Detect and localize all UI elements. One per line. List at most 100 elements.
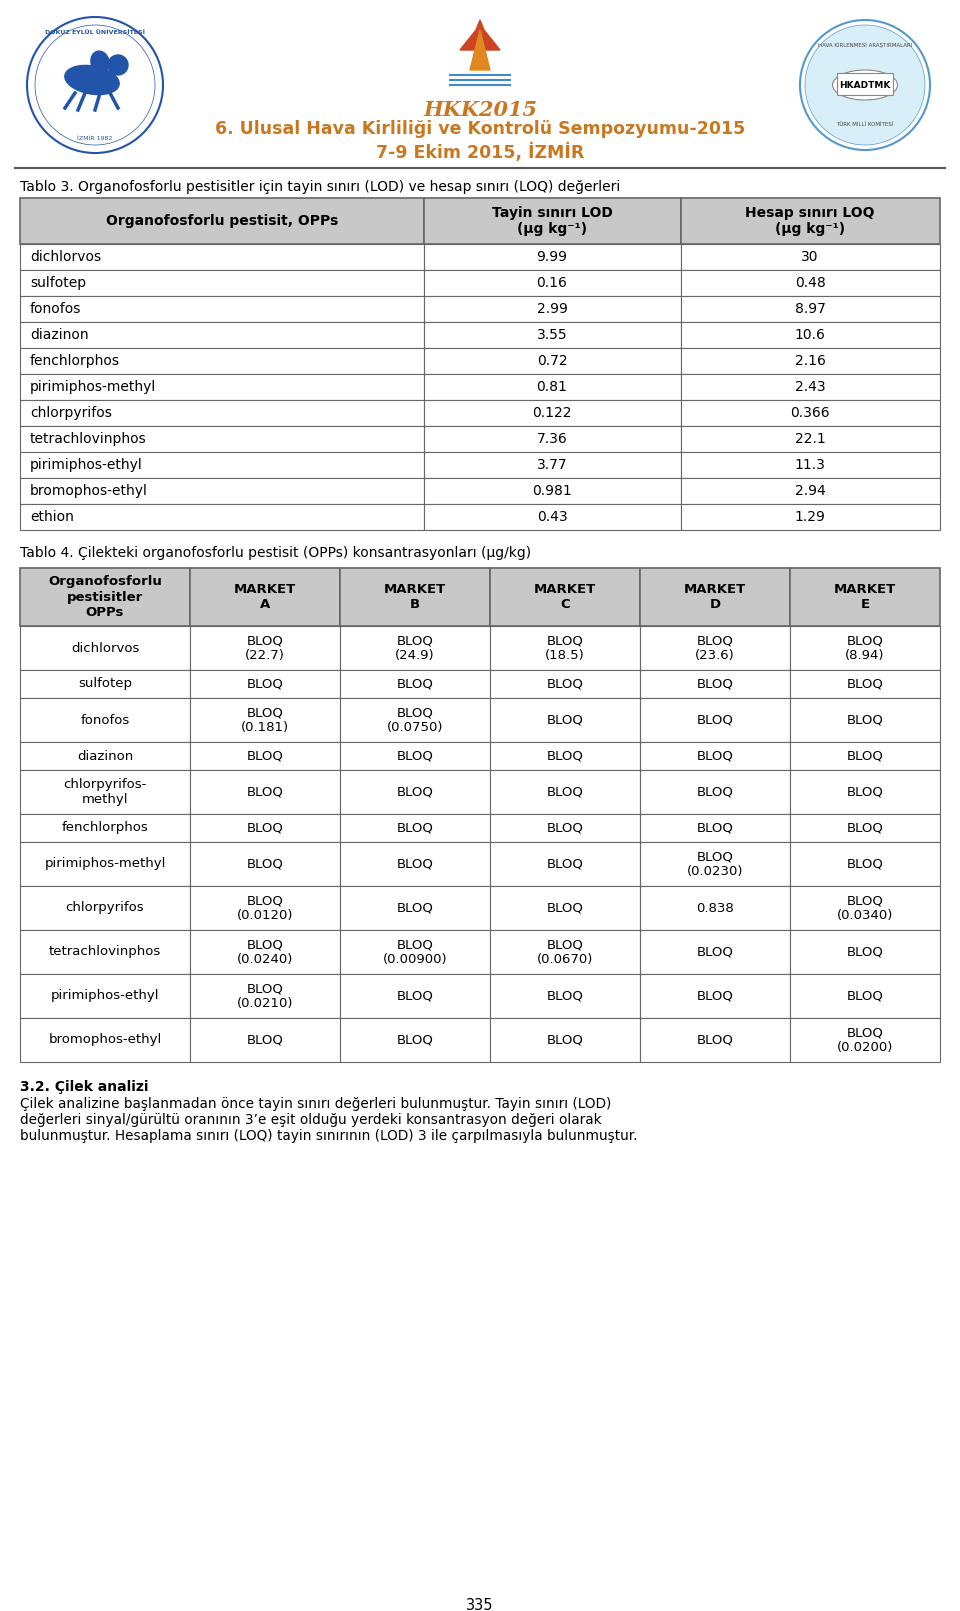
Ellipse shape (91, 52, 109, 72)
Bar (20, 670, 190, 698)
Text: BLOQ
(23.6): BLOQ (23.6) (695, 635, 734, 662)
Bar (490, 930, 640, 975)
Text: BLOQ: BLOQ (396, 989, 433, 1002)
Text: pirimiphos-methyl: pirimiphos-methyl (30, 380, 156, 395)
Bar (640, 1018, 790, 1062)
Text: BLOQ: BLOQ (396, 1034, 433, 1047)
Bar (681, 243, 940, 271)
Bar (20, 322, 424, 348)
Bar (424, 296, 681, 322)
Bar (424, 271, 681, 296)
Bar (790, 975, 940, 1018)
Bar (20, 504, 424, 530)
Bar (490, 698, 640, 743)
Text: TÜRK MİLLİ KOMİTESİ: TÜRK MİLLİ KOMİTESİ (836, 122, 894, 127)
Text: 9.99: 9.99 (537, 250, 567, 264)
Bar (190, 743, 340, 770)
Text: chlorpyrifos-
methyl: chlorpyrifos- methyl (63, 778, 147, 806)
Text: BLOQ: BLOQ (546, 678, 584, 691)
Text: BLOQ: BLOQ (247, 822, 283, 834)
Bar (190, 698, 340, 743)
Bar (681, 348, 940, 374)
Bar (640, 698, 790, 743)
Text: fenchlorphos: fenchlorphos (61, 822, 149, 834)
Bar (20, 930, 190, 975)
Text: BLOQ: BLOQ (546, 786, 584, 799)
Bar (20, 886, 190, 930)
Bar (790, 814, 940, 843)
Text: BLOQ: BLOQ (546, 989, 584, 1002)
Bar (424, 504, 681, 530)
Bar (640, 770, 790, 814)
Text: BLOQ: BLOQ (396, 749, 433, 762)
Text: BLOQ: BLOQ (847, 946, 883, 959)
Text: BLOQ: BLOQ (546, 714, 584, 727)
Bar (640, 743, 790, 770)
Bar (190, 930, 340, 975)
Bar (681, 400, 940, 425)
Bar (20, 400, 424, 425)
Text: 0.366: 0.366 (790, 406, 829, 420)
Text: diazinon: diazinon (30, 329, 88, 342)
Bar (640, 843, 790, 886)
Bar (20, 975, 190, 1018)
Text: 2.94: 2.94 (795, 483, 826, 498)
Text: Organofosforlu pestisit, OPPs: Organofosforlu pestisit, OPPs (106, 214, 338, 229)
Text: 30: 30 (802, 250, 819, 264)
Bar (20, 478, 424, 504)
Bar (20, 843, 190, 886)
Bar (424, 400, 681, 425)
Text: 0.81: 0.81 (537, 380, 567, 395)
Text: BLOQ
(8.94): BLOQ (8.94) (845, 635, 885, 662)
Text: BLOQ: BLOQ (546, 857, 584, 870)
Text: ethion: ethion (30, 511, 74, 524)
Text: BLOQ
(0.0240): BLOQ (0.0240) (237, 938, 293, 967)
Bar (790, 770, 940, 814)
Bar (681, 504, 940, 530)
Text: BLOQ
(22.7): BLOQ (22.7) (245, 635, 285, 662)
Text: BLOQ: BLOQ (396, 822, 433, 834)
Bar (340, 743, 490, 770)
Bar (190, 886, 340, 930)
Bar (490, 743, 640, 770)
Text: BLOQ
(0.0230): BLOQ (0.0230) (686, 851, 743, 878)
Text: BLOQ: BLOQ (697, 714, 733, 727)
Text: BLOQ: BLOQ (396, 786, 433, 799)
Bar (190, 975, 340, 1018)
Bar (20, 770, 190, 814)
Text: 2.99: 2.99 (537, 301, 567, 316)
Bar (20, 453, 424, 478)
Text: Tayin sınırı LOD
(μg kg⁻¹): Tayin sınırı LOD (μg kg⁻¹) (492, 206, 612, 237)
Text: 22.1: 22.1 (795, 432, 826, 446)
Text: BLOQ: BLOQ (847, 989, 883, 1002)
Bar (20, 814, 190, 843)
Text: BLOQ: BLOQ (697, 822, 733, 834)
Bar (190, 627, 340, 670)
Text: BLOQ: BLOQ (546, 902, 584, 915)
Bar (490, 569, 640, 627)
Text: BLOQ: BLOQ (697, 1034, 733, 1047)
Bar (20, 348, 424, 374)
Bar (681, 322, 940, 348)
Bar (340, 843, 490, 886)
Bar (790, 843, 940, 886)
Text: BLOQ
(0.0210): BLOQ (0.0210) (237, 983, 293, 1010)
Text: BLOQ: BLOQ (847, 786, 883, 799)
Bar (681, 271, 940, 296)
Text: BLOQ
(0.00900): BLOQ (0.00900) (383, 938, 447, 967)
Text: BLOQ: BLOQ (396, 678, 433, 691)
Bar (790, 886, 940, 930)
Bar (640, 670, 790, 698)
Bar (190, 569, 340, 627)
Text: 2.43: 2.43 (795, 380, 826, 395)
Bar (20, 425, 424, 453)
Bar (424, 348, 681, 374)
Bar (790, 743, 940, 770)
Bar (640, 627, 790, 670)
Text: BLOQ: BLOQ (847, 857, 883, 870)
Text: BLOQ
(0.0120): BLOQ (0.0120) (237, 894, 293, 921)
Bar (20, 296, 424, 322)
Text: BLOQ: BLOQ (697, 946, 733, 959)
Circle shape (108, 55, 128, 76)
Text: Hesap sınırı LOQ
(μg kg⁻¹): Hesap sınırı LOQ (μg kg⁻¹) (745, 206, 875, 237)
